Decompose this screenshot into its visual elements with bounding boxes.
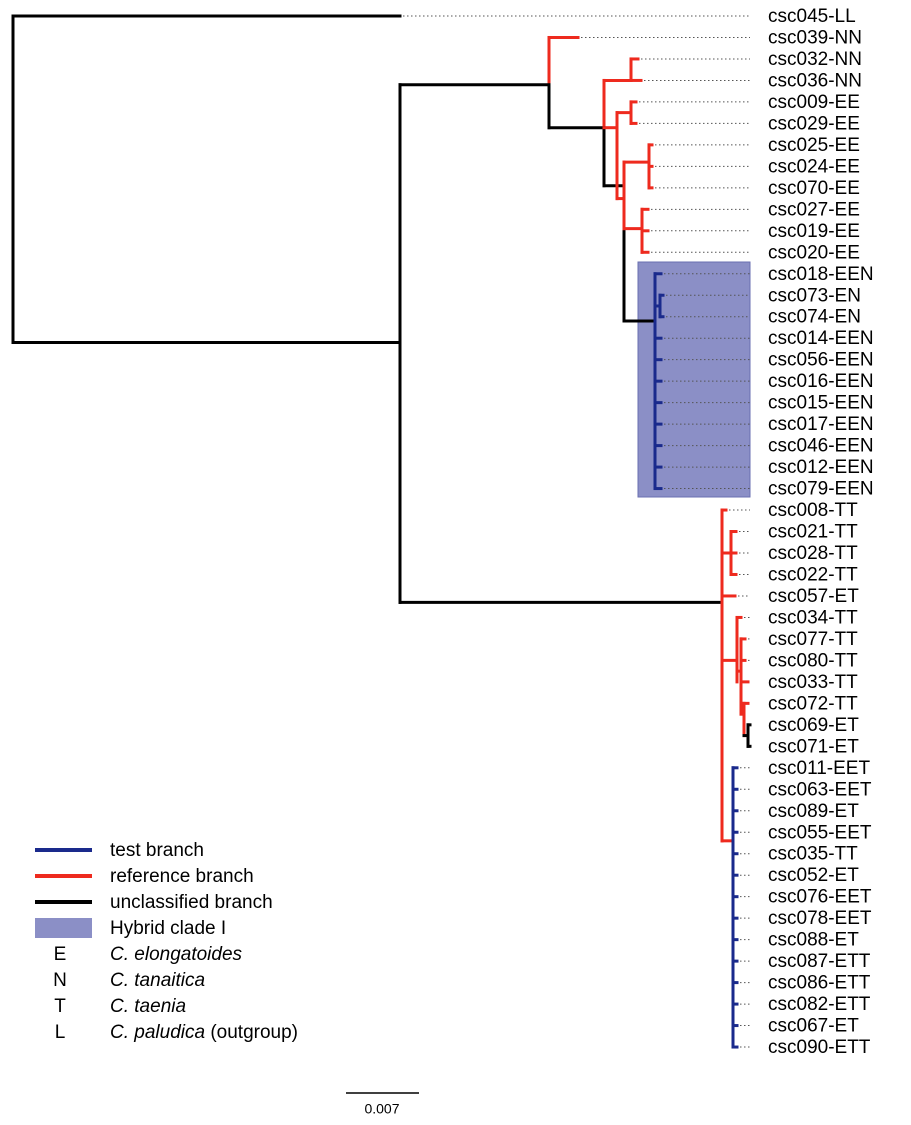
leaf-label: csc034-TT	[768, 607, 858, 628]
species-code: N	[53, 970, 67, 991]
species-name: C. elongatoides	[110, 944, 243, 965]
leaf-label: csc055-EET	[768, 822, 872, 843]
leaf-label: csc035-TT	[768, 844, 858, 865]
species-code: T	[54, 996, 66, 1017]
leaf-label: csc045-LL	[768, 6, 856, 27]
leaf-label: csc018-EEN	[768, 264, 874, 285]
legend-label: Hybrid clade I	[110, 918, 226, 939]
leaf-label: csc082-ETT	[768, 994, 871, 1015]
species-name: C. taenia	[110, 996, 186, 1017]
legend: test branch reference branch unclassifie…	[35, 840, 298, 1043]
leaf-label: csc022-TT	[768, 564, 858, 585]
leaf-label: csc090-ETT	[768, 1037, 871, 1058]
leaf-label: csc056-EEN	[768, 350, 874, 371]
leaf-label: csc089-ET	[768, 801, 859, 822]
leaf-label: csc087-ETT	[768, 951, 871, 972]
leaf-label: csc019-EE	[768, 221, 860, 242]
branches	[11, 14, 752, 1049]
leaf-label: csc012-EEN	[768, 457, 874, 478]
leaf-label: csc039-NN	[768, 27, 862, 48]
legend-label: reference branch	[110, 866, 254, 887]
leaf-label: csc074-EN	[768, 307, 861, 328]
leaf-label: csc027-EE	[768, 199, 860, 220]
leaf-label: csc033-TT	[768, 672, 858, 693]
leaf-label: csc028-TT	[768, 543, 858, 564]
leaf-label: csc088-ET	[768, 930, 859, 951]
leaf-label: csc014-EEN	[768, 328, 874, 349]
leaf-label: csc032-NN	[768, 49, 862, 70]
leaf-label: csc070-EE	[768, 178, 860, 199]
leaf-label: csc016-EEN	[768, 371, 874, 392]
leaf-label: csc076-EET	[768, 887, 872, 908]
species-note: (outgroup)	[210, 1022, 298, 1043]
legend-swatch	[35, 918, 92, 938]
leaf-label: csc021-TT	[768, 522, 858, 543]
leaf-label: csc080-TT	[768, 650, 858, 671]
species-name: C. paludica	[110, 1022, 205, 1043]
species-name: C. tanaitica	[110, 970, 205, 991]
leaf-label: csc078-EET	[768, 908, 872, 929]
leaf-label: csc024-EE	[768, 156, 860, 177]
leaf-label: csc069-ET	[768, 715, 859, 736]
leaf-label: csc046-EEN	[768, 436, 874, 457]
leaf-label: csc020-EE	[768, 242, 860, 263]
leaf-label: csc015-EEN	[768, 393, 874, 414]
leaf-label: csc086-ETT	[768, 973, 871, 994]
leaf-label: csc017-EEN	[768, 414, 874, 435]
leaf-label: csc073-EN	[768, 285, 861, 306]
leaf-label: csc011-EET	[768, 758, 870, 779]
leaf-label: csc079-EEN	[768, 479, 874, 500]
leaf-label: csc052-ET	[768, 865, 859, 886]
leaf-label: csc072-TT	[768, 693, 858, 714]
species-code: E	[54, 944, 67, 965]
legend-label: test branch	[110, 840, 204, 861]
species-code: L	[55, 1022, 66, 1043]
leaf-label: csc029-EE	[768, 113, 860, 134]
leaf-label: csc008-TT	[768, 500, 858, 521]
leaf-label: csc025-EE	[768, 135, 860, 156]
hybrid-clade-box	[637, 261, 751, 498]
leaf-label: csc063-EET	[768, 779, 872, 800]
leaf-label: csc036-NN	[768, 70, 862, 91]
leaf-label: csc009-EE	[768, 92, 860, 113]
scale-bar-label: 0.007	[364, 1101, 399, 1117]
species-entry: C. paludica (outgroup)	[110, 1022, 298, 1043]
leaf-label: csc077-TT	[768, 629, 858, 650]
leaf-label: csc057-ET	[768, 586, 859, 607]
leaf-labels: csc045-LLcsc039-NNcsc032-NNcsc036-NNcsc0…	[768, 6, 874, 1058]
legend-label: unclassified branch	[110, 892, 273, 913]
leaf-label: csc071-ET	[768, 736, 859, 757]
leaf-label: csc067-ET	[768, 1016, 859, 1037]
